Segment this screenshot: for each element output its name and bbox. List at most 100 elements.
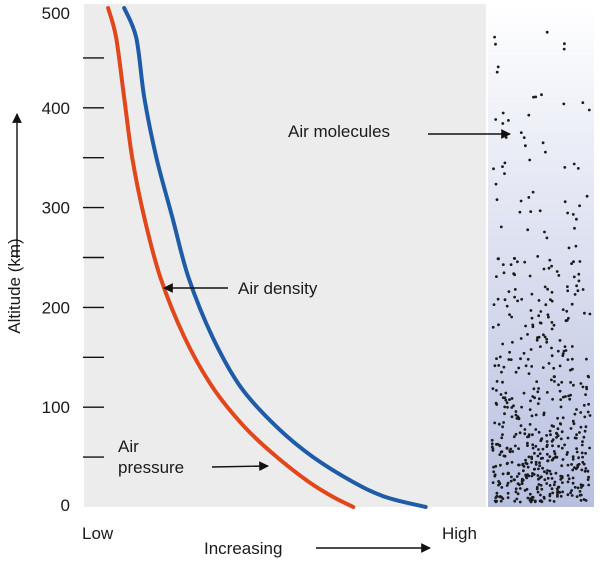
molecule-dot (575, 495, 579, 498)
molecule-dot (581, 440, 584, 443)
molecule-dot (561, 458, 565, 461)
molecule-dot (519, 131, 523, 135)
molecule-dot (491, 449, 495, 452)
molecule-dot (575, 217, 578, 221)
molecule-dot (566, 358, 570, 361)
molecule-dot (550, 346, 553, 350)
molecule-dot (578, 204, 581, 208)
molecule-dot (552, 483, 556, 487)
molecule-dot (563, 345, 567, 348)
molecule-dot (571, 481, 575, 485)
molecule-dot (517, 472, 521, 476)
molecule-dot (536, 336, 539, 340)
molecule-dot (501, 472, 505, 476)
molecule-dot (585, 194, 589, 198)
molecule-dot (499, 225, 503, 229)
molecule-dot (571, 457, 575, 461)
molecule-dot (583, 311, 586, 315)
molecule-dot (501, 433, 504, 436)
molecule-dot (534, 428, 538, 431)
molecule-dot (564, 395, 567, 398)
molecule-dot (588, 446, 591, 450)
molecule-dot (567, 394, 570, 398)
molecule-dot (495, 491, 499, 495)
molecule-dot (494, 42, 497, 46)
molecule-dot (576, 486, 580, 490)
molecule-dot (509, 479, 513, 483)
molecule-dot (508, 398, 511, 401)
molecule-dot (491, 325, 495, 329)
molecule-dot (523, 432, 527, 436)
molecule-dot (501, 165, 504, 169)
molecule-dot (586, 374, 590, 378)
molecule-dot (569, 491, 572, 495)
molecule-dot (492, 303, 496, 306)
molecule-dot (584, 451, 587, 455)
molecule-dot (506, 405, 509, 409)
molecule-dot (537, 483, 541, 486)
molecule-dot (584, 425, 588, 429)
molecule-dot (570, 489, 573, 492)
molecule-dot (550, 354, 554, 358)
air-pressure-arrow (211, 461, 269, 472)
molecule-dot (547, 315, 550, 319)
molecule-dot (575, 447, 578, 450)
molecule-dot (546, 476, 550, 480)
molecule-dot (519, 337, 523, 340)
molecule-dot (512, 257, 516, 260)
molecule-dot (494, 118, 498, 121)
molecule-dot (536, 490, 540, 494)
molecule-dot (545, 482, 549, 485)
molecule-dot (520, 482, 524, 485)
y-tick-label: 300 (42, 199, 70, 218)
molecule-dot (581, 455, 584, 459)
molecule-dot (531, 472, 534, 475)
molecule-dot (493, 35, 496, 39)
molecule-dot (564, 349, 568, 352)
molecule-dot (539, 483, 543, 487)
molecule-dot (537, 467, 540, 471)
molecule-dot (530, 292, 534, 296)
molecule-dot (548, 469, 552, 473)
molecule-dot (555, 270, 559, 273)
molecule-dot (514, 490, 518, 494)
molecule-dot (533, 451, 536, 455)
molecule-dot (501, 425, 504, 429)
molecule-dot (556, 493, 559, 497)
molecule-dot (540, 93, 543, 97)
molecule-dot (579, 411, 583, 414)
molecule-dot (543, 230, 546, 234)
molecule-dot (516, 492, 520, 496)
molecule-dot (495, 198, 499, 202)
molecule-dot (539, 493, 542, 497)
molecule-dot (580, 451, 584, 455)
molecule-dot (527, 372, 531, 375)
molecule-dot (506, 496, 510, 499)
molecule-dot (550, 290, 554, 294)
molecule-dot (566, 451, 569, 454)
molecule-dot (524, 458, 527, 462)
molecule-dot (541, 466, 544, 470)
molecule-dot (504, 391, 508, 395)
molecule-dot (491, 387, 495, 390)
molecule-dot (552, 323, 556, 327)
molecule-dot (530, 474, 534, 478)
molecule-dot (499, 463, 502, 467)
molecule-dot (540, 500, 544, 504)
molecule-dot (566, 463, 570, 467)
molecule-dot (529, 500, 533, 504)
molecule-dot (583, 429, 587, 433)
molecule-dot (510, 475, 513, 479)
y-axis-tick-labels: 0 100 200 300 400 500 (42, 4, 70, 515)
molecule-dot (584, 393, 587, 396)
molecule-dot (523, 428, 527, 431)
molecule-dot (561, 416, 565, 420)
molecule-dot (576, 463, 580, 467)
molecule-dot (496, 297, 500, 301)
molecule-dot (505, 446, 509, 450)
molecule-dot (534, 460, 538, 464)
molecule-dot (557, 485, 561, 489)
molecule-dot (532, 467, 536, 471)
molecule-dot (527, 113, 531, 117)
molecule-dot (545, 434, 548, 437)
